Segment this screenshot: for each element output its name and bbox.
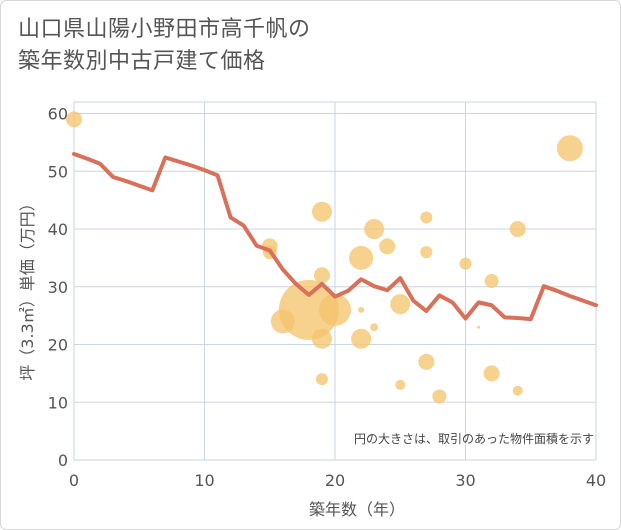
bubble-point [484,274,499,288]
bubble-point [483,365,500,382]
bubble-series [66,111,583,404]
y-axis-label: 坪（3.3㎡）単価（万円） [18,195,37,380]
bubble-point [358,306,365,313]
y-axis-ticks: 0 10 20 30 40 50 60 [48,105,68,470]
bubble-point [315,373,328,386]
bubble-point [278,279,339,340]
y-tick-label: 0 [58,451,68,470]
x-tick-label: 40 [586,471,606,490]
y-tick-label: 30 [48,278,68,297]
grid-lines [73,101,597,461]
x-tick-label: 20 [325,471,345,490]
bubble-point [509,221,526,238]
x-tick-label: 10 [194,471,214,490]
bubble-point [364,219,385,240]
y-tick-label: 50 [48,162,68,181]
bubble-point [66,111,82,128]
y-tick-label: 60 [48,105,68,124]
bubble-point [459,257,472,270]
bubble-point [432,389,447,404]
y-tick-label: 20 [48,336,68,355]
y-tick-label: 40 [48,220,68,239]
bubble-point [313,267,330,284]
average-line-path [72,151,598,322]
bubble-point [556,135,583,162]
chart-title-line2: 築年数別中古戸建て価格 [18,49,266,74]
chart-title-line1: 山口県山陽小野田市高千帆の [18,17,311,42]
average-price-line [72,151,598,322]
bubble-point [420,211,433,224]
bubble-point [477,325,481,329]
x-axis-ticks: 0 10 20 30 40 [69,471,606,490]
bubble-point [351,328,372,349]
x-tick-label: 30 [455,471,475,490]
bubble-point [418,353,435,370]
x-axis-label: 築年数（年） [309,500,405,519]
bubble-size-note: 円の大きさは、取引のあった物件面積を示す [354,431,594,446]
bubble-point [420,246,433,259]
bubble-point [512,385,523,396]
bubble-point [379,238,396,255]
bubble-point [370,323,379,332]
bubble-point [349,245,374,270]
x-tick-label: 0 [69,471,79,490]
y-tick-label: 10 [48,393,68,412]
bubble-point [390,294,411,315]
bubble-point [319,293,351,326]
bubble-point [311,201,332,222]
bubble-point [311,328,332,349]
bubble-point [395,379,406,390]
chart-title: 山口県山陽小野田市高千帆の 築年数別中古戸建て価格 [18,14,311,78]
